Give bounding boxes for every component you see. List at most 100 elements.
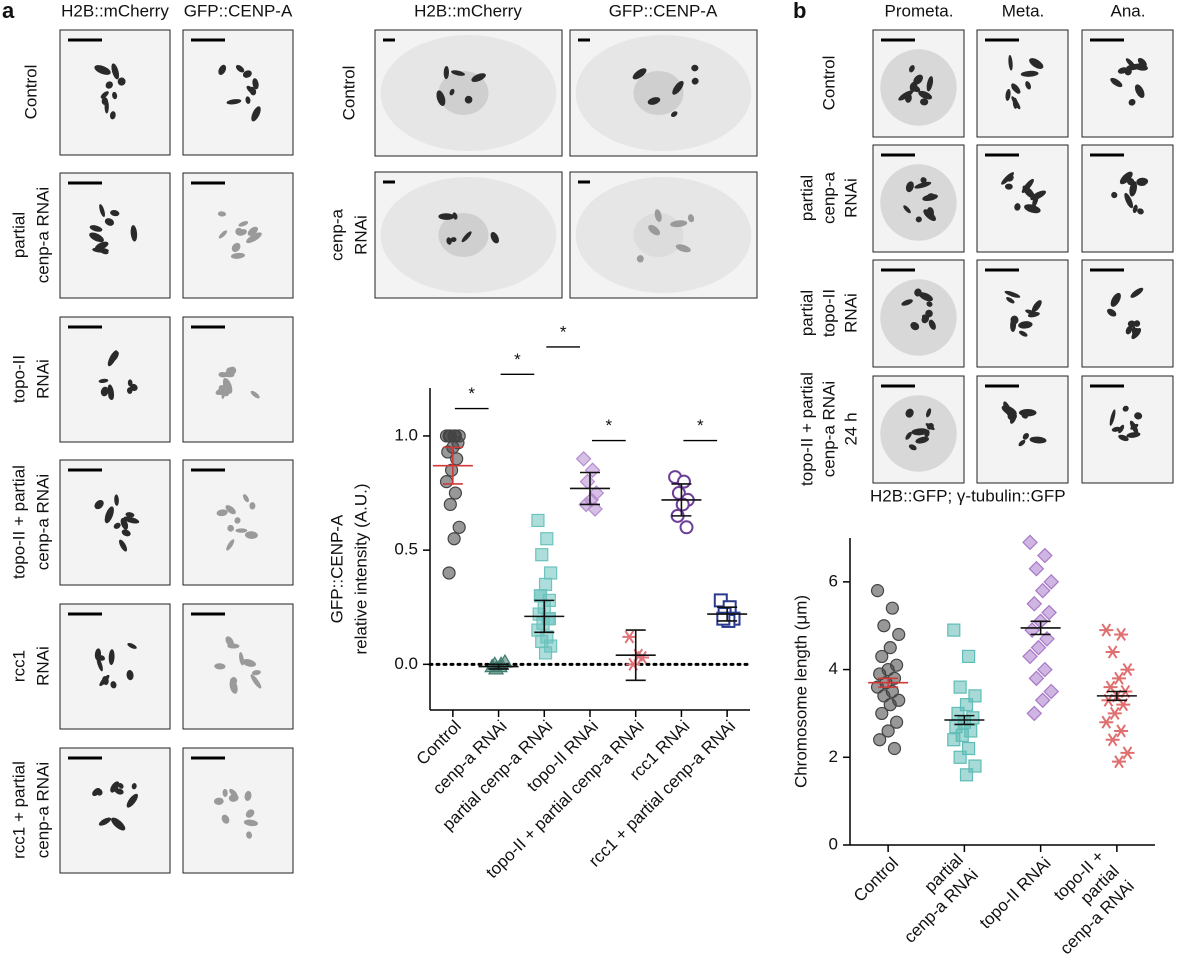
significance-label: * xyxy=(560,322,567,341)
data-point xyxy=(544,566,558,580)
chromosome xyxy=(1122,405,1129,412)
error-bar xyxy=(488,663,509,670)
data-point xyxy=(953,680,967,694)
data-point xyxy=(441,445,455,459)
data-point xyxy=(889,715,904,729)
chromosome xyxy=(915,216,922,223)
data-point xyxy=(531,513,545,528)
cell xyxy=(880,279,957,356)
chromosome xyxy=(1012,97,1018,109)
x-tick-label: Control xyxy=(850,854,902,906)
chromosome xyxy=(1107,308,1117,317)
chromosome xyxy=(1018,321,1033,329)
chromosome xyxy=(1119,171,1133,185)
row-label: Control xyxy=(21,65,40,120)
chromosome xyxy=(1014,203,1021,211)
data-point xyxy=(883,698,897,712)
chromosome xyxy=(924,429,930,438)
chromosome xyxy=(225,505,236,515)
chromosome xyxy=(221,814,230,824)
chromosome xyxy=(461,231,472,243)
data-point xyxy=(1037,547,1053,564)
row-label: RNAi xyxy=(33,359,52,399)
chromosome xyxy=(1010,317,1017,332)
chromosome xyxy=(648,224,661,236)
chromosome xyxy=(235,64,245,73)
chromosome xyxy=(925,423,935,431)
data-point xyxy=(635,650,650,665)
micrograph xyxy=(59,316,171,443)
chromosome xyxy=(94,499,104,510)
chromosome xyxy=(914,288,922,297)
chromosome xyxy=(1109,409,1116,426)
error-bar xyxy=(878,677,899,688)
chromosome xyxy=(691,64,699,72)
chromosome xyxy=(245,809,255,818)
data-point xyxy=(947,733,961,747)
data-point xyxy=(877,619,891,633)
data-point xyxy=(887,741,902,756)
chromosome xyxy=(926,301,933,307)
chromosome xyxy=(114,494,119,506)
chromosome xyxy=(241,659,257,667)
data-point xyxy=(1030,639,1047,656)
chromosome xyxy=(1018,409,1037,417)
chromosome xyxy=(1004,290,1021,298)
significance-label: * xyxy=(468,384,475,403)
chromosome xyxy=(898,90,914,101)
data-point xyxy=(1099,715,1114,729)
data-point xyxy=(587,501,603,517)
chromosome xyxy=(94,241,109,251)
chromosome xyxy=(914,181,932,189)
chromosome xyxy=(243,819,258,827)
micrograph xyxy=(976,29,1069,138)
chromosome xyxy=(1125,325,1133,335)
chromosome xyxy=(1031,300,1042,313)
column-label: H2B::mCherry xyxy=(61,1,169,20)
chromosome xyxy=(1126,432,1141,438)
chromosome xyxy=(126,793,138,808)
chromosome xyxy=(672,80,684,95)
data-point xyxy=(1114,724,1129,738)
data-point xyxy=(1028,560,1045,577)
data-point xyxy=(452,520,466,534)
data-point xyxy=(1026,705,1043,722)
chromosome xyxy=(920,98,929,106)
data-point xyxy=(1041,604,1057,621)
chromosome xyxy=(1018,439,1026,447)
data-point xyxy=(953,750,967,764)
column-label: GFP::CENP-A xyxy=(609,1,718,20)
micrograph xyxy=(1081,375,1174,484)
chromosome xyxy=(130,225,138,242)
chromosome xyxy=(110,681,117,689)
column-label: Meta. xyxy=(1002,1,1045,20)
chromosome xyxy=(1018,330,1028,337)
row-label: cenp-a RNAi xyxy=(819,381,838,477)
data-point xyxy=(877,689,891,703)
data-point xyxy=(1111,671,1126,685)
data-point xyxy=(538,646,553,660)
row-label: cenp-a xyxy=(327,208,346,261)
data-point xyxy=(443,497,457,512)
chromosome xyxy=(1132,327,1140,335)
chromosome xyxy=(1024,204,1041,214)
chromosome xyxy=(229,677,238,686)
chromosome xyxy=(1011,85,1019,92)
chromosome xyxy=(1117,67,1128,74)
data-point xyxy=(542,612,556,626)
chromosome xyxy=(228,366,237,375)
column-label: Ana. xyxy=(1111,1,1146,20)
chromosome xyxy=(217,211,227,217)
chromosome xyxy=(227,643,240,649)
data-point xyxy=(1028,670,1045,687)
chromosome xyxy=(654,209,662,222)
chromosome xyxy=(1020,70,1039,77)
y-tick-label: 0 xyxy=(829,834,838,853)
row-label: partial xyxy=(797,290,816,336)
error-bar xyxy=(717,606,738,622)
row-label: rcc1 + partial xyxy=(9,761,28,859)
row-label: RNAi xyxy=(841,293,860,333)
chromosome xyxy=(1126,63,1141,71)
chromosome xyxy=(92,787,101,797)
chromosome xyxy=(903,205,911,214)
